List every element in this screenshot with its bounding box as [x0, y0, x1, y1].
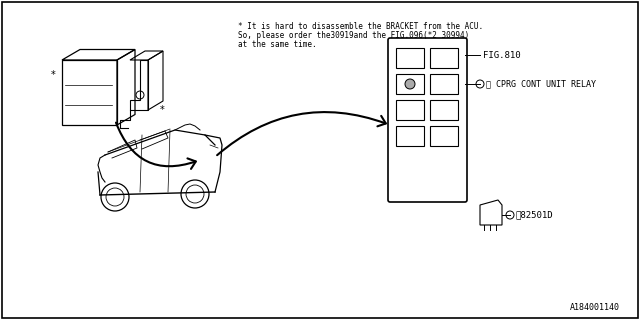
Bar — [396, 74, 424, 94]
Text: FIG.810: FIG.810 — [483, 51, 520, 60]
Text: *: * — [51, 70, 55, 80]
Bar — [396, 126, 424, 146]
Text: at the same time.: at the same time. — [238, 40, 317, 49]
FancyArrowPatch shape — [116, 123, 196, 169]
Text: So, please order the30919and the FIG.096(*2 30994): So, please order the30919and the FIG.096… — [238, 31, 469, 40]
Text: * It is hard to disassemble the BRACKET from the ACU.: * It is hard to disassemble the BRACKET … — [238, 22, 483, 31]
FancyArrowPatch shape — [217, 112, 386, 155]
Text: ① CPRG CONT UNIT RELAY: ① CPRG CONT UNIT RELAY — [486, 79, 596, 89]
Bar — [396, 48, 424, 68]
Bar — [430, 100, 458, 120]
Bar — [430, 74, 458, 94]
Text: ①82501D: ①82501D — [516, 211, 554, 220]
Text: *: * — [160, 105, 164, 115]
Text: A184001140: A184001140 — [570, 303, 620, 312]
Bar — [430, 126, 458, 146]
Bar — [396, 100, 424, 120]
Circle shape — [405, 79, 415, 89]
Bar — [430, 48, 458, 68]
